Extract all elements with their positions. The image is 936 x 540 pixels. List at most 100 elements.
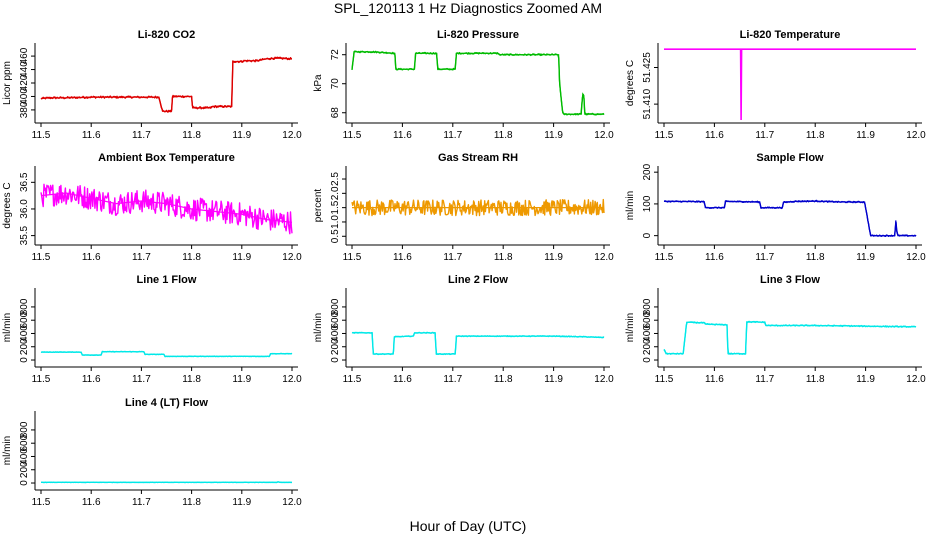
panel-grid: Li-820 CO2 Licor ppm 11.5 11.6 11.7 11.8 11.9 1… xyxy=(2,29,926,508)
panel-line-1-flow-x-tick-label: 11.8 xyxy=(182,374,201,385)
panel-li-820-pressure-x-tick-label: 12.0 xyxy=(594,130,614,141)
panel-li-820-temperature-x-tick-label: 11.8 xyxy=(806,130,825,141)
panel-ambient-box-temperature-y-tick-label: 35.5 xyxy=(19,225,30,245)
panel-line-4-lt-flow-y-tick-label: 200 xyxy=(19,461,30,478)
panel-line-3-flow-x-tick-label: 11.7 xyxy=(755,374,774,385)
panel-line-2-flow-y-tick-label: 200 xyxy=(330,338,341,355)
panel-gas-stream-rh-x-tick-label: 12.0 xyxy=(594,252,614,263)
panel-ambient-box-temperature-x-tick-label: 11.6 xyxy=(82,252,101,263)
panel-gas-stream-rh-y-tick-label: 1.5 xyxy=(330,200,341,214)
panel-ambient-box-temperature-y-tick-label: 36.0 xyxy=(19,199,30,219)
x-axis-label: Hour of Day (UTC) xyxy=(410,518,527,534)
panel-li-820-temperature-x-tick-label: 12.0 xyxy=(906,130,926,141)
panel-sample-flow-x-tick-label: 11.7 xyxy=(755,252,774,263)
panel-line-2-flow-series-trace xyxy=(352,332,605,355)
panel-line-4-lt-flow-y-tick-label: 0 xyxy=(19,480,30,486)
panel-li-820-co2-x-tick-label: 11.5 xyxy=(32,130,51,141)
panel-line-3-flow-x-tick-label: 11.8 xyxy=(806,374,825,385)
panel-li-820-co2-y-tick-label: 380 xyxy=(19,101,30,118)
panel-gas-stream-rh-x-tick-label: 11.5 xyxy=(343,252,362,263)
panel-gas-stream-rh-x-tick-label: 11.9 xyxy=(544,252,563,263)
panel-sample-flow-x-tick-label: 11.5 xyxy=(655,252,674,263)
panel-li-820-co2-x-tick-label: 11.7 xyxy=(132,130,151,141)
panel-line-1-flow-x-tick-label: 11.9 xyxy=(232,374,251,385)
panel-sample-flow-y-tick-label: 200 xyxy=(642,163,653,180)
panel-sample-flow-x-tick-label: 11.9 xyxy=(856,252,875,263)
panel-gas-stream-rh-y-tick-label: 2.5 xyxy=(330,172,341,186)
panel-gas-stream-rh: Gas Stream RH percent 11.5 11.6 11.7 11.8 11.9… xyxy=(313,152,614,263)
panel-line-4-lt-flow-x-tick-label: 11.9 xyxy=(232,497,251,508)
panel-li-820-co2-x-tick-label: 11.9 xyxy=(232,130,251,141)
panel-line-1-flow-y-tick-label: 200 xyxy=(19,338,30,355)
panel-line-3-flow-y-tick-label: 200 xyxy=(642,338,653,355)
panel-line-2-flow-x-tick-label: 12.0 xyxy=(594,374,614,385)
panel-li-820-temperature-x-tick-label: 11.7 xyxy=(755,130,774,141)
panel-gas-stream-rh-x-tick-label: 11.7 xyxy=(443,252,462,263)
panel-li-820-temperature-x-tick-label: 11.5 xyxy=(655,130,674,141)
panel-ambient-box-temperature-y-label: degrees C xyxy=(2,182,13,228)
panel-line-2-flow-title: Line 2 Flow xyxy=(448,274,508,286)
panel-li-820-pressure-x-tick-label: 11.9 xyxy=(544,130,563,141)
panel-ambient-box-temperature: Ambient Box Temperature degrees C 11.5 11.6… xyxy=(2,152,302,263)
panel-line-3-flow-x-tick-label: 11.5 xyxy=(655,374,674,385)
panel-gas-stream-rh-y-tick-label: 2.0 xyxy=(330,186,341,200)
panel-li-820-temperature-y-tick-label: 51.425 xyxy=(642,52,653,83)
panel-gas-stream-rh-title: Gas Stream RH xyxy=(438,152,518,164)
panel-line-1-flow-y-tick-label: 0 xyxy=(19,357,30,363)
panel-line-4-lt-flow-x-tick-label: 11.8 xyxy=(182,497,201,508)
panel-li-820-temperature-title: Li-820 Temperature xyxy=(740,29,841,41)
panel-line-4-lt-flow-x-tick-label: 11.7 xyxy=(132,497,151,508)
figure-title: SPL_120113 1 Hz Diagnostics Zoomed AM xyxy=(334,0,602,16)
panel-li-820-pressure-x-tick-label: 11.6 xyxy=(393,130,412,141)
panel-gas-stream-rh-y-tick-label: 1.0 xyxy=(330,215,341,229)
panel-li-820-temperature-x-tick-label: 11.6 xyxy=(705,130,724,141)
panel-li-820-temperature-y-tick-label: 51.410 xyxy=(642,88,653,119)
panel-li-820-co2-y-tick-label: 440 xyxy=(19,61,30,78)
panel-line-2-flow-x-tick-label: 11.9 xyxy=(544,374,563,385)
panel-li-820-co2-x-tick-label: 12.0 xyxy=(282,130,302,141)
panel-sample-flow-y-label: ml/min xyxy=(625,191,636,220)
panel-line-1-flow-y-tick-label: 600 xyxy=(19,311,30,328)
panel-line-3-flow: Line 3 Flow ml/min 11.5 11.6 11.7 11.8 11.9 12.… xyxy=(625,274,926,385)
panel-li-820-co2-x-tick-label: 11.6 xyxy=(82,130,101,141)
panel-line-4-lt-flow-y-tick-label: 400 xyxy=(19,448,30,465)
panel-line-4-lt-flow-y-tick-label: 600 xyxy=(19,434,30,451)
panel-line-1-flow-x-tick-label: 11.5 xyxy=(32,374,51,385)
panel-li-820-pressure-y-tick-label: 72 xyxy=(330,49,341,61)
panel-ambient-box-temperature-title: Ambient Box Temperature xyxy=(98,152,235,164)
panel-li-820-co2-x-tick-label: 11.8 xyxy=(182,130,201,141)
panel-li-820-co2-title: Li-820 CO2 xyxy=(138,29,195,41)
panel-li-820-temperature-y-label: degrees C xyxy=(625,60,636,106)
panel-li-820-pressure-y-label: kPa xyxy=(313,74,324,92)
panel-li-820-pressure-x-tick-label: 11.5 xyxy=(343,130,362,141)
panel-line-3-flow-x-tick-label: 12.0 xyxy=(906,374,926,385)
panel-gas-stream-rh-x-tick-label: 11.6 xyxy=(393,252,412,263)
panel-li-820-pressure-y-tick-label: 70 xyxy=(330,78,341,90)
panel-ambient-box-temperature-x-tick-label: 11.5 xyxy=(32,252,51,263)
panel-sample-flow-y-tick-label: 100 xyxy=(642,195,653,212)
panel-gas-stream-rh-y-tick-label: 0.5 xyxy=(330,229,341,243)
panel-line-4-lt-flow-title: Line 4 (LT) Flow xyxy=(125,397,208,409)
panel-line-4-lt-flow: Line 4 (LT) Flow ml/min 11.5 11.6 11.7 11.8 11… xyxy=(2,397,302,508)
panel-li-820-pressure-x-tick-label: 11.8 xyxy=(494,130,513,141)
panel-li-820-pressure-x-tick-label: 11.7 xyxy=(443,130,462,141)
panel-gas-stream-rh-y-label: percent xyxy=(313,189,324,223)
panel-line-2-flow-x-tick-label: 11.8 xyxy=(494,374,513,385)
panel-line-3-flow-y-tick-label: 800 xyxy=(642,298,653,315)
panel-sample-flow-title: Sample Flow xyxy=(756,152,824,164)
panel-line-3-flow-y-tick-label: 0 xyxy=(642,357,653,363)
panel-line-3-flow-x-tick-label: 11.6 xyxy=(705,374,724,385)
panel-gas-stream-rh-x-tick-label: 11.8 xyxy=(494,252,513,263)
panel-line-4-lt-flow-series-trace xyxy=(41,481,292,483)
panel-line-3-flow-y-tick-label: 400 xyxy=(642,325,653,342)
panel-sample-flow-x-tick-label: 11.6 xyxy=(705,252,724,263)
panel-sample-flow-series-trace xyxy=(663,200,916,237)
panel-line-2-flow-x-tick-label: 11.6 xyxy=(393,374,412,385)
panel-ambient-box-temperature-x-tick-label: 11.9 xyxy=(232,252,251,263)
panel-sample-flow-x-tick-label: 12.0 xyxy=(906,252,926,263)
panel-line-4-lt-flow-y-label: ml/min xyxy=(2,436,13,465)
panel-line-2-flow-y-tick-label: 800 xyxy=(330,298,341,315)
panel-li-820-co2-y-tick-label: 460 xyxy=(19,47,30,64)
panel-li-820-co2-y-tick-label: 420 xyxy=(19,74,30,91)
